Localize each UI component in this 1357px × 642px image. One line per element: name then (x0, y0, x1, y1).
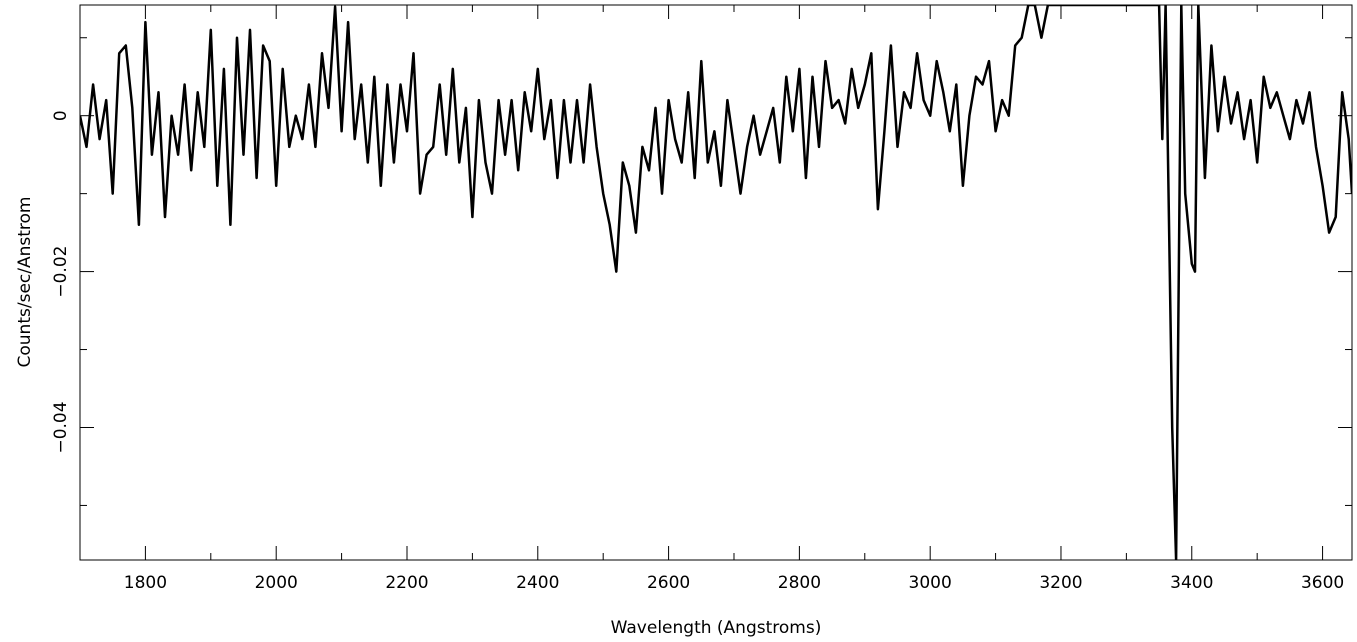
x-tick-label: 2400 (516, 573, 559, 593)
y-tick-label: 0 (51, 110, 71, 121)
x-tick-label: 3400 (1170, 573, 1213, 593)
y-tick-label: −0.04 (51, 401, 71, 453)
x-tick-label: 3200 (1039, 573, 1082, 593)
x-tick-label: 3600 (1301, 573, 1344, 593)
x-axis-label: Wavelength (Angstroms) (611, 618, 822, 638)
x-tick-label: 1800 (124, 573, 167, 593)
x-tick-label: 2800 (778, 573, 821, 593)
spectrum-line (80, 5, 1352, 560)
plot-frame (79, 4, 1353, 561)
y-axis-label: Counts/sec/Anstrom (15, 197, 35, 368)
x-tick-label: 2600 (647, 573, 690, 593)
x-tick-label: 2200 (385, 573, 428, 593)
x-tick-label: 3000 (909, 573, 952, 593)
x-tick-label: 2000 (255, 573, 298, 593)
y-tick-label: −0.02 (51, 246, 71, 298)
